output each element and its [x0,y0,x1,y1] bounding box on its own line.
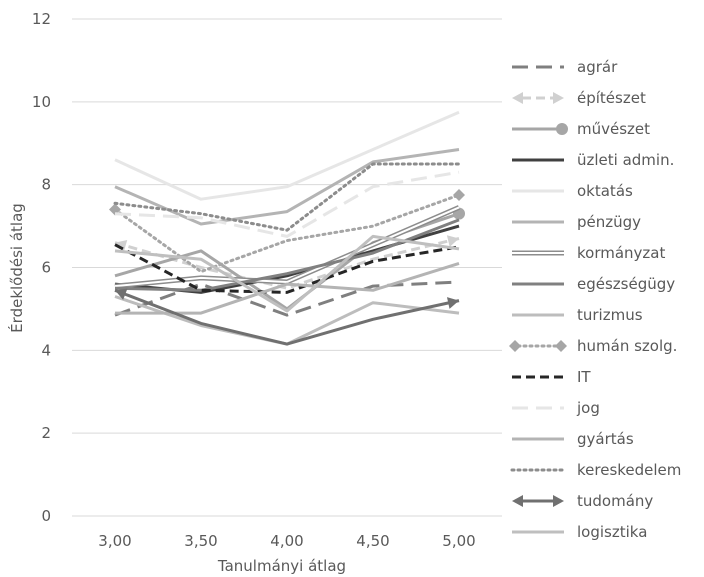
arrow-head [115,239,128,252]
end-marker [453,189,465,202]
series-line [114,243,460,294]
legend-label: egészségügy [577,275,675,293]
y-tick-label: 10 [32,93,51,111]
x-tick-label: 4,00 [270,532,303,550]
series-2 [114,207,465,311]
legend-item: művészet [512,120,650,138]
series-15 [114,234,460,313]
series-line [114,234,460,313]
series-line [114,110,460,201]
legend-label: turizmus [577,306,643,324]
y-tick-label: 12 [32,10,51,28]
x-tick-label: 3,50 [184,532,217,550]
legend-arrow-head [553,92,564,104]
legend-label: IT [577,368,591,386]
x-tick-labels: 3,00 3,50 4,00 4,50 5,00 [98,532,475,550]
arrow-head [446,235,459,247]
series-14 [114,288,460,346]
y-axis-title: Érdeklődési átlag [7,203,26,333]
legend-item: építészet [512,89,646,107]
series-line [114,295,460,346]
series-5 [114,148,460,226]
gridlines [72,18,502,517]
series-0 [114,280,460,317]
legend-arrow-head [512,495,523,507]
x-tick-label: 4,50 [356,532,389,550]
legend-item: agrár [512,58,618,76]
series-6 [114,205,460,289]
legend-label: agrár [577,58,618,76]
legend-item: gyártás [512,430,634,448]
arrow-head [446,297,459,309]
legend-arrow-head [512,92,523,104]
series-11 [114,170,460,238]
legend: agrár építészet művészet üzleti admin. oktat… [509,58,681,541]
legend-item: tudomány [512,492,653,510]
series-line [114,288,460,346]
legend-item: IT [512,368,591,386]
y-tick-label: 8 [41,176,51,194]
legend-item: kormányzat [512,244,665,262]
legend-marker [556,123,568,135]
legend-item: kereskedelem [510,461,681,479]
legend-item: humán szolg. [509,337,677,355]
y-tick-label: 4 [41,341,51,359]
series-13 [113,162,461,232]
x-tick-label: 5,00 [442,532,475,550]
series-line [113,162,461,232]
series-9 [109,189,465,274]
legend-label: építészet [577,89,646,107]
series-line [114,170,460,238]
legend-marker [509,340,521,352]
series-lines [109,110,465,346]
legend-marker [555,340,567,352]
legend-item: jog [512,399,600,417]
legend-item: egészségügy [512,275,675,293]
legend-arrow-head [553,495,564,507]
legend-label: logisztika [577,523,647,541]
y-tick-label: 0 [41,507,51,525]
legend-label: művészet [577,120,650,138]
legend-label: gyártás [577,430,634,448]
series-line [114,280,460,317]
y-tick-label: 6 [41,259,51,277]
legend-item: turizmus [512,306,643,324]
y-tick-labels: 0 2 4 6 8 10 12 [32,10,51,525]
series-line [113,193,461,274]
legend-label: pénzügy [577,213,641,231]
series-line [114,148,460,226]
legend-item: pénzügy [512,213,641,231]
x-tick-label: 3,00 [98,532,131,550]
x-axis-title: Tanulmányi átlag [217,557,346,575]
series-10 [114,243,460,294]
legend-item: logisztika [512,523,647,541]
series-4 [114,110,460,201]
legend-item: üzleti admin. [512,151,674,169]
legend-label: tudomány [577,492,653,510]
legend-label: jog [576,399,600,417]
legend-label: kereskedelem [577,461,681,479]
legend-label: üzleti admin. [577,151,674,169]
legend-label: oktatás [577,182,633,200]
arrow-head [115,288,128,300]
y-tick-label: 2 [41,424,51,442]
series-8 [114,295,460,346]
legend-label: humán szolg. [577,337,677,355]
legend-label: kormányzat [577,244,665,262]
legend-item: oktatás [512,182,633,200]
series-line-inner [114,206,460,288]
